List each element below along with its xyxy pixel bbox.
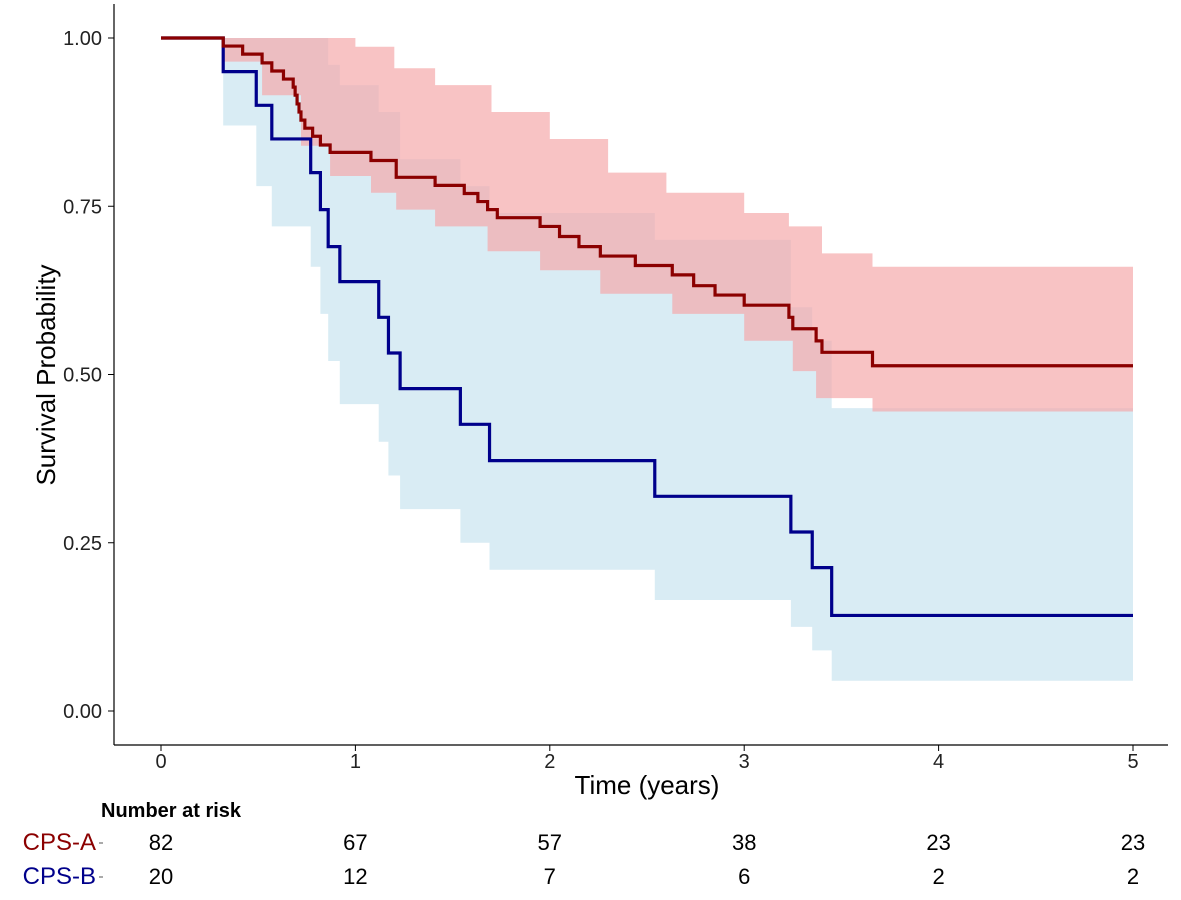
x-tick-label: 1	[350, 751, 361, 773]
y-ticks: 0.00 0.25 0.50 0.75 1.00	[63, 28, 114, 723]
risk-count: 38	[732, 830, 756, 855]
y-tick-label: 1.00	[63, 28, 102, 50]
risk-count: 7	[544, 864, 556, 889]
risk-count: 6	[738, 864, 750, 889]
risk-row-label-cps-b: CPS-B	[23, 863, 96, 890]
x-tick-label: 0	[155, 751, 166, 773]
risk-row-label-cps-a: CPS-A	[23, 829, 96, 856]
y-tick-label: 0.00	[63, 701, 102, 723]
survival-curve-cps-b	[161, 36, 1133, 618]
risk-count: 82	[149, 830, 173, 855]
risk-count: 2	[1127, 864, 1139, 889]
y-tick-label: 0.25	[63, 533, 102, 555]
risk-count: 2	[932, 864, 944, 889]
risk-count: 23	[1121, 830, 1145, 855]
x-ticks: 0 1 2 3 4 5	[155, 745, 1139, 773]
risk-count: 57	[538, 830, 562, 855]
risk-count: 23	[926, 830, 950, 855]
risk-table-title: Number at risk	[101, 800, 242, 822]
survival-curve-cps-a	[161, 36, 1133, 368]
x-tick-label: 2	[544, 751, 555, 773]
y-tick-label: 0.75	[63, 196, 102, 218]
x-axis-title: Time (years)	[575, 770, 720, 800]
survival-curves	[161, 36, 1133, 618]
y-tick-label: 0.50	[63, 365, 102, 387]
x-tick-label: 4	[933, 751, 944, 773]
x-tick-label: 3	[739, 751, 750, 773]
y-axis-title: Survival Probability	[31, 264, 61, 485]
risk-count: 67	[343, 830, 367, 855]
x-tick-label: 5	[1127, 751, 1138, 773]
confidence-bands	[161, 38, 1133, 681]
risk-count: 20	[149, 864, 173, 889]
risk-count: 12	[343, 864, 367, 889]
ci-band-cps-a	[161, 38, 1133, 412]
